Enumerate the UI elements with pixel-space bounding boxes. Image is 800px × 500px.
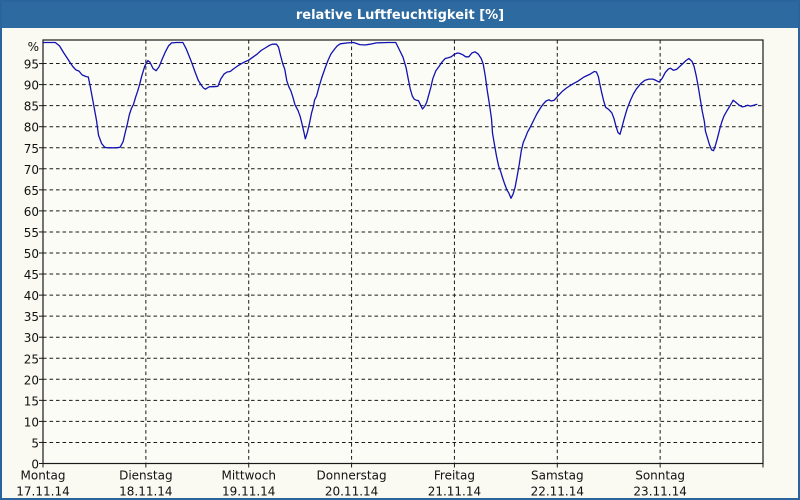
title-bar: relative Luftfeuchtigkeit [%]: [2, 2, 798, 28]
x-axis-day-label: Dienstag: [119, 469, 173, 483]
x-axis-date-label: 18.11.14: [119, 485, 172, 499]
y-axis-unit-label: %: [28, 40, 39, 54]
y-axis-label: 0: [31, 458, 39, 472]
y-axis-label: 15: [24, 394, 39, 408]
x-axis-day-label: Sonntag: [635, 469, 685, 483]
y-axis-label: 90: [24, 79, 39, 93]
x-axis-date-label: 21.11.14: [428, 485, 481, 499]
y-axis-label: 5: [31, 436, 39, 450]
y-axis-label: 25: [24, 352, 39, 366]
y-gridlines: [43, 63, 763, 443]
plot-background: [43, 40, 763, 464]
x-axis-ticks: [42, 463, 764, 468]
humidity-line: [42, 41, 758, 199]
y-axis-label: 80: [24, 121, 39, 135]
y-axis-ticks: [39, 63, 43, 464]
y-axis-label: 30: [24, 331, 39, 345]
x-axis-date-label: 20.11.14: [325, 485, 378, 499]
y-axis-label: 20: [24, 373, 39, 387]
y-axis-label: 45: [24, 268, 39, 282]
x-axis-day-label: Samstag: [531, 469, 584, 483]
page-title: relative Luftfeuchtigkeit [%]: [295, 7, 505, 23]
y-axis-label: 65: [24, 184, 39, 198]
x-axis-date-label: 22.11.14: [531, 485, 584, 499]
y-axis-label: 70: [24, 163, 39, 177]
plot-frame: [42, 39, 764, 465]
x-axis-date-label: 17.11.14: [16, 485, 69, 499]
y-axis-label: 95: [24, 58, 39, 72]
x-axis-date-label: 19.11.14: [222, 485, 275, 499]
x-axis-labels: Montag 17.11.14 Dienstag 18.11.14 Mittwoch 19…: [16, 469, 687, 499]
y-axis-label: 55: [24, 226, 39, 240]
y-axis-label: 85: [24, 100, 39, 114]
y-axis-label: 40: [24, 289, 39, 303]
y-axis-label: 50: [24, 247, 39, 261]
x-gridlines: [145, 40, 661, 464]
x-axis-day-label: Montag: [21, 469, 66, 483]
y-axis-label: 75: [24, 142, 39, 156]
x-axis-day-label: Mittwoch: [221, 469, 275, 483]
y-axis-label: 10: [24, 415, 39, 429]
x-axis-day-label: Donnerstag: [317, 469, 387, 483]
y-axis-labels: 0 5 10 15 20 25 30 35 40 45 50 55 60 65 70 75 80 85 90 95%: [24, 40, 39, 472]
y-axis-label: 60: [24, 205, 39, 219]
y-axis-label: 35: [24, 310, 39, 324]
x-axis-day-label: Freitag: [434, 469, 475, 483]
x-axis-date-label: 23.11.14: [633, 485, 686, 499]
